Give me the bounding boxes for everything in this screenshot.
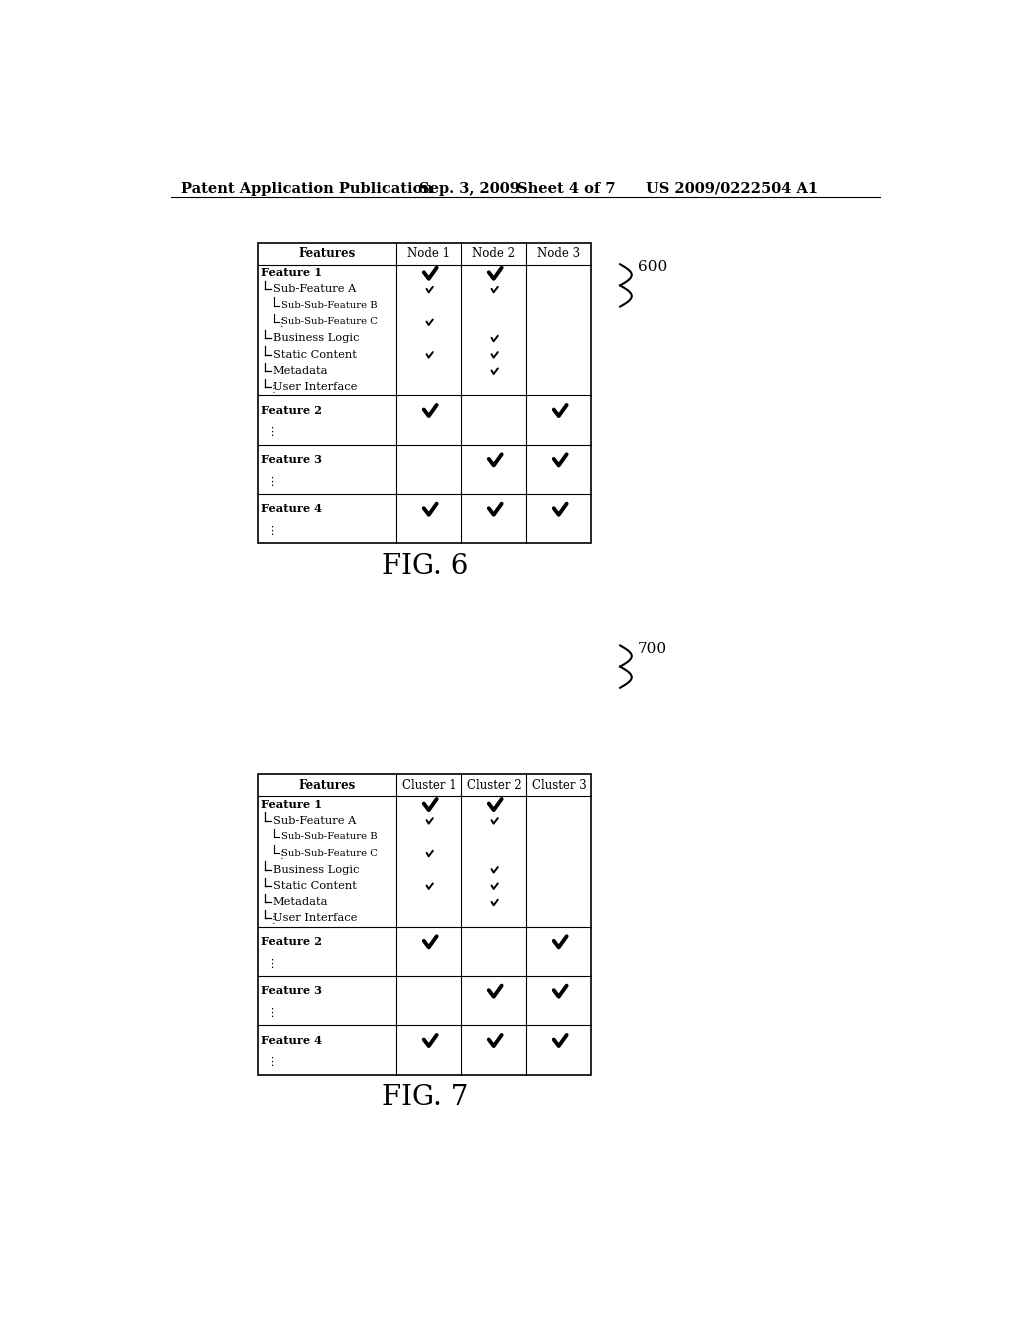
Text: User Interface: User Interface [273, 913, 357, 924]
Text: Cluster 3: Cluster 3 [531, 779, 587, 792]
Text: Node 1: Node 1 [408, 247, 451, 260]
Text: Static Content: Static Content [273, 880, 356, 891]
Text: Feature 4: Feature 4 [261, 1035, 323, 1045]
Text: Feature 4: Feature 4 [261, 503, 323, 515]
Text: Feature 1: Feature 1 [261, 268, 323, 279]
Bar [258, 775, 592, 1074]
Text: Node 2: Node 2 [472, 247, 515, 260]
Text: Sheet 4 of 7: Sheet 4 of 7 [517, 182, 615, 195]
Text: Sub-Feature A: Sub-Feature A [273, 816, 356, 825]
Text: ⋮: ⋮ [266, 525, 278, 536]
Bar [258, 243, 592, 544]
Text: Business Logic: Business Logic [273, 865, 359, 875]
Text: Sep. 3, 2009: Sep. 3, 2009 [419, 182, 519, 195]
Text: Static Content: Static Content [273, 350, 356, 359]
Text: User Interface: User Interface [273, 383, 357, 392]
Text: Cluster 2: Cluster 2 [467, 779, 521, 792]
Text: FIG. 6: FIG. 6 [382, 553, 468, 579]
Text: Feature 3: Feature 3 [261, 985, 323, 997]
Text: Business Logic: Business Logic [273, 333, 359, 343]
Text: ⋮: ⋮ [268, 384, 279, 393]
Text: Feature 2: Feature 2 [261, 405, 323, 416]
Text: ⋮: ⋮ [276, 850, 287, 859]
Text: Metadata: Metadata [273, 366, 329, 376]
Text: ⋮: ⋮ [266, 1057, 278, 1068]
Text: Patent Application Publication: Patent Application Publication [180, 182, 433, 195]
Text: Feature 1: Feature 1 [261, 799, 323, 809]
Text: ⋮: ⋮ [266, 1008, 278, 1018]
Text: Features: Features [299, 247, 356, 260]
Text: Cluster 1: Cluster 1 [401, 779, 457, 792]
Text: Sub-Sub-Feature C: Sub-Sub-Feature C [281, 317, 378, 326]
Text: Sub-Sub-Feature C: Sub-Sub-Feature C [281, 849, 378, 858]
Text: Node 3: Node 3 [538, 247, 581, 260]
Text: Sub-Sub-Feature B: Sub-Sub-Feature B [281, 833, 377, 841]
Text: Sub-Sub-Feature B: Sub-Sub-Feature B [281, 301, 377, 310]
Text: Sub-Feature A: Sub-Feature A [273, 284, 356, 294]
Text: ⋮: ⋮ [266, 958, 278, 969]
Text: Features: Features [299, 779, 356, 792]
Text: ⋮: ⋮ [276, 318, 287, 329]
Text: Metadata: Metadata [273, 898, 329, 907]
Text: US 2009/0222504 A1: US 2009/0222504 A1 [646, 182, 818, 195]
Text: ⋮: ⋮ [266, 428, 278, 437]
Text: ⋮: ⋮ [268, 915, 279, 925]
Text: ⋮: ⋮ [266, 477, 278, 487]
Text: FIG. 7: FIG. 7 [382, 1084, 468, 1111]
Text: Feature 3: Feature 3 [261, 454, 323, 465]
Text: Feature 2: Feature 2 [261, 936, 323, 946]
Text: 700: 700 [638, 642, 667, 656]
Text: 600: 600 [638, 260, 668, 275]
